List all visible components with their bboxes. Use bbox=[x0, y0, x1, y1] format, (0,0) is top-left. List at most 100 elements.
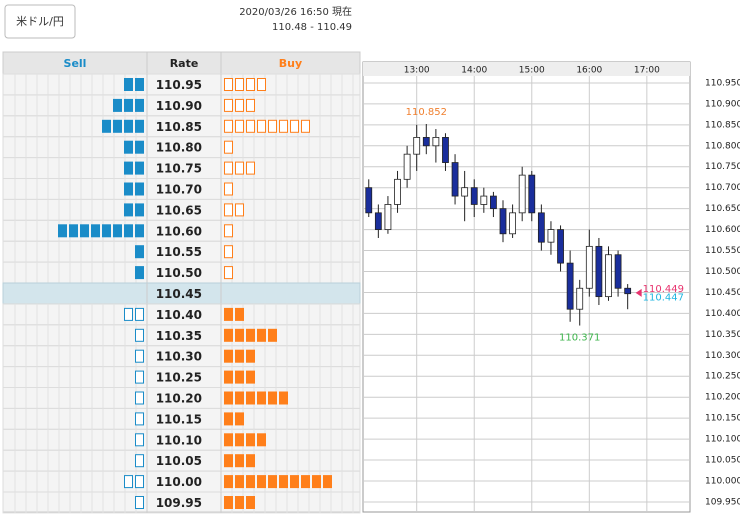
x-tick-label: 16:00 bbox=[576, 66, 602, 76]
sell-blocks bbox=[113, 98, 144, 112]
y-tick-label: 110.950 bbox=[705, 78, 740, 88]
buy-blocks bbox=[224, 307, 244, 321]
candle-body bbox=[566, 262, 574, 310]
price-range: 110.48 - 110.49 bbox=[272, 22, 352, 33]
buy-block bbox=[224, 454, 233, 468]
pair-button-label[interactable]: 米ドル/円 bbox=[16, 15, 64, 28]
buy-block bbox=[246, 496, 255, 509]
sell-block bbox=[135, 98, 144, 112]
buy-block bbox=[268, 391, 277, 405]
sell-block bbox=[135, 182, 144, 196]
sell-block bbox=[135, 412, 144, 426]
y-tick-label: 110.350 bbox=[705, 330, 740, 340]
buy-block bbox=[268, 119, 277, 133]
candle-body bbox=[374, 212, 382, 230]
sell-block bbox=[124, 140, 133, 154]
sell-block bbox=[135, 245, 144, 259]
y-tick-label: 110.300 bbox=[705, 351, 740, 361]
sell-block bbox=[135, 328, 144, 342]
buy-blocks bbox=[224, 370, 255, 384]
rate: 110.80 bbox=[156, 141, 202, 155]
buy-blocks bbox=[224, 454, 255, 468]
sell-blocks bbox=[135, 370, 144, 384]
candle-body bbox=[576, 287, 584, 310]
buy-block bbox=[257, 475, 266, 489]
rate: 110.05 bbox=[156, 454, 202, 468]
buy-block bbox=[257, 433, 266, 447]
rate: 110.60 bbox=[156, 224, 202, 238]
x-tick-label: 17:00 bbox=[634, 66, 660, 76]
buy-block bbox=[290, 475, 299, 489]
sell-block bbox=[135, 433, 144, 447]
buy-blocks bbox=[224, 412, 244, 426]
sell-block bbox=[124, 161, 133, 175]
buy-block bbox=[235, 203, 244, 217]
buy-block bbox=[235, 496, 244, 509]
buy-blocks bbox=[224, 161, 255, 175]
pair-button[interactable] bbox=[4, 4, 76, 39]
buy-blocks bbox=[224, 349, 255, 363]
candle-body bbox=[403, 153, 411, 180]
buy-block bbox=[224, 496, 233, 509]
sell-block bbox=[58, 224, 67, 238]
buy-block bbox=[235, 161, 244, 175]
y-tick-label: 110.600 bbox=[705, 225, 740, 235]
buy-block bbox=[235, 370, 244, 384]
buy-block bbox=[224, 203, 233, 217]
buy-blocks bbox=[224, 78, 266, 91]
buy-block bbox=[301, 475, 310, 489]
chart-area bbox=[362, 61, 691, 513]
buy-blocks bbox=[224, 266, 233, 280]
buy-block bbox=[246, 161, 255, 175]
buy-block bbox=[257, 391, 266, 405]
rate: 110.40 bbox=[156, 308, 202, 322]
rate: 110.70 bbox=[156, 182, 202, 196]
buy-block bbox=[246, 370, 255, 384]
rate: 110.75 bbox=[156, 162, 202, 176]
sell-blocks bbox=[124, 203, 144, 217]
sell-block bbox=[135, 496, 144, 509]
y-tick-label: 110.450 bbox=[705, 288, 740, 298]
y-tick-label: 110.750 bbox=[705, 162, 740, 172]
sell-blocks bbox=[124, 140, 144, 154]
buy-block bbox=[224, 412, 233, 426]
sell-blocks bbox=[124, 78, 144, 91]
sell-blocks bbox=[135, 391, 144, 405]
buy-block bbox=[235, 475, 244, 489]
sell-block bbox=[124, 98, 133, 112]
buy-blocks bbox=[224, 98, 255, 112]
buy-blocks bbox=[224, 224, 233, 238]
x-tick-label: 14:00 bbox=[461, 66, 487, 76]
sell-blocks bbox=[135, 266, 144, 280]
candle-body bbox=[595, 245, 603, 298]
column-header: Sell bbox=[64, 57, 87, 70]
buy-block bbox=[224, 475, 233, 489]
sell-blocks bbox=[135, 349, 144, 363]
buy-block bbox=[224, 391, 233, 405]
sell-blocks bbox=[135, 328, 144, 342]
sell-block bbox=[124, 182, 133, 196]
buy-block bbox=[224, 245, 233, 259]
price-marker: 110.449 bbox=[643, 284, 684, 295]
sell-blocks bbox=[135, 433, 144, 447]
buy-block bbox=[257, 78, 266, 91]
price-pointer bbox=[635, 288, 642, 297]
rate: 110.15 bbox=[156, 412, 202, 426]
buy-block bbox=[312, 475, 321, 489]
sell-block bbox=[135, 349, 144, 363]
y-tick-label: 110.850 bbox=[705, 120, 740, 130]
y-tick-label: 110.200 bbox=[705, 393, 740, 403]
buy-block bbox=[246, 328, 255, 342]
candle-body bbox=[480, 195, 488, 205]
sell-blocks bbox=[135, 496, 144, 509]
sell-blocks bbox=[124, 182, 144, 196]
candle-body bbox=[432, 137, 440, 147]
buy-block bbox=[268, 475, 277, 489]
buy-block bbox=[301, 119, 310, 133]
buy-block bbox=[290, 119, 299, 133]
rate: 110.35 bbox=[156, 329, 202, 343]
buy-block bbox=[235, 119, 244, 133]
rate: 110.10 bbox=[156, 433, 202, 447]
y-tick-label: 110.700 bbox=[705, 183, 740, 193]
rate: 109.95 bbox=[156, 496, 202, 510]
